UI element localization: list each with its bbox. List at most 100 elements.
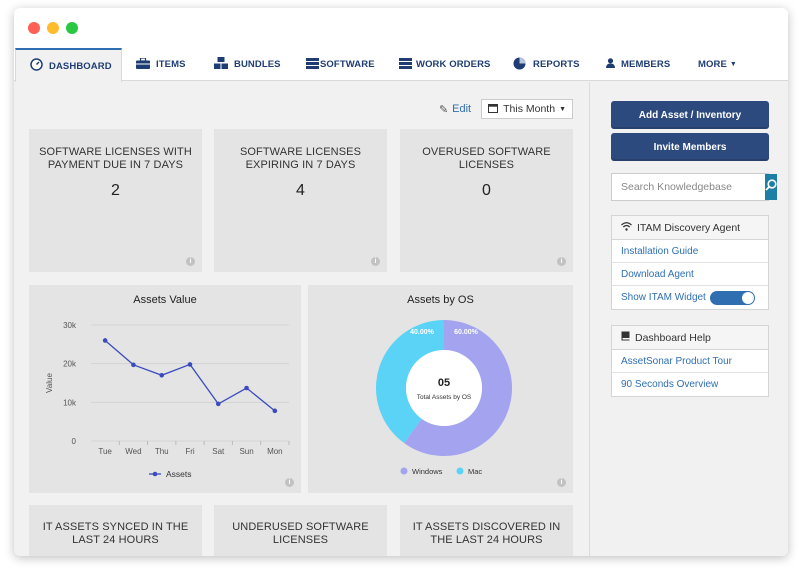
link-label: AssetSonar Product Tour <box>621 355 732 367</box>
card-value: 0 <box>482 182 491 199</box>
data-point <box>244 385 249 391</box>
itam-widget-toggle[interactable] <box>710 291 755 305</box>
panel-header: Dashboard Help <box>612 326 768 350</box>
cubes-icon <box>214 57 228 72</box>
metric-card-expiring[interactable]: SOFTWARE LICENSES EXPIRING IN 7 DAYS 4 i <box>214 129 387 272</box>
itam-agent-panel: ITAM Discovery Agent Installation Guide … <box>611 215 769 310</box>
center-value: 05 <box>438 377 450 389</box>
tab-label: DASHBOARD <box>49 60 112 72</box>
x-tick-label: Mon <box>267 447 283 456</box>
tab-dashboard[interactable]: DASHBOARD <box>15 48 122 82</box>
period-select[interactable]: This Month ▼ <box>481 99 573 119</box>
toggle-label: Show ITAM Widget <box>621 292 706 303</box>
y-axis-label: Value <box>45 373 54 393</box>
slice-label: 40.00% <box>410 329 435 336</box>
title-bar <box>14 8 788 48</box>
data-point <box>102 338 108 343</box>
y-tick-label: 10k <box>63 398 77 407</box>
tab-more[interactable]: MORE ▼ <box>698 48 737 81</box>
tab-label: BUNDLES <box>234 59 281 70</box>
info-icon[interactable]: i <box>285 478 294 487</box>
caret-down-icon: ▼ <box>559 105 566 113</box>
link-label: Download Agent <box>621 268 694 280</box>
series-line-assets <box>104 339 276 412</box>
maximize-window-button[interactable] <box>66 22 78 34</box>
book-icon <box>621 331 630 344</box>
show-itam-widget-row: Show ITAM Widget <box>612 286 768 309</box>
user-icon <box>606 58 615 71</box>
search-input[interactable] <box>612 174 765 200</box>
y-tick-label: 20k <box>63 360 77 369</box>
data-point <box>131 362 136 368</box>
info-icon[interactable]: i <box>371 257 380 266</box>
metric-card-overused[interactable]: OVERUSED SOFTWARE LICENSES 0 i <box>400 129 573 272</box>
metric-card-discovered[interactable]: IT ASSETS DISCOVERED IN THE LAST 24 HOUR… <box>400 505 573 556</box>
pie-chart-icon <box>513 57 526 73</box>
tab-items[interactable]: ITEMS <box>136 48 186 81</box>
dashboard-toolbar: ✎ Edit This Month ▼ <box>439 99 573 119</box>
chart-title: Assets Value <box>133 294 197 306</box>
invite-members-button[interactable]: Invite Members <box>611 133 769 161</box>
edit-label: Edit <box>452 103 472 115</box>
app-window: DASHBOARD ITEMS BUNDLES SOFTWARE WORK OR… <box>14 8 788 556</box>
briefcase-icon <box>136 56 150 72</box>
card-title: IT ASSETS SYNCED IN THE LAST 24 HOURS <box>42 521 189 546</box>
panel-title: Dashboard Help <box>635 331 711 344</box>
search-icon <box>765 178 777 196</box>
overview-video-link[interactable]: 90 Seconds Overview <box>612 373 768 396</box>
link-label: Installation Guide <box>621 245 699 257</box>
tab-members[interactable]: MEMBERS <box>606 48 670 81</box>
period-label: This Month <box>503 103 556 115</box>
search-button[interactable] <box>765 174 777 200</box>
right-sidebar: Add Asset / Inventory Invite Members ITA… <box>589 82 788 556</box>
work-orders-icon <box>399 57 412 72</box>
card-title: OVERUSED SOFTWARE LICENSES <box>422 146 551 171</box>
pie-slice-windows <box>404 320 512 456</box>
tab-bundles[interactable]: BUNDLES <box>214 48 281 81</box>
slice-label: 60.00% <box>454 329 479 336</box>
legend-label: Mac <box>468 467 482 476</box>
assets-by-os-chart: 60.00% 40.00% 05 Total Assets by OS Windows M… <box>376 320 512 476</box>
add-asset-button[interactable]: Add Asset / Inventory <box>611 101 769 129</box>
dashboard-help-panel: Dashboard Help AssetSonar Product Tour 9… <box>611 325 769 397</box>
info-icon[interactable]: i <box>557 478 566 487</box>
card-value: 4 <box>296 182 305 199</box>
dashboard-main: ✎ Edit This Month ▼ SOFTWARE LICENSES WI… <box>14 82 588 556</box>
panel-title: ITAM Discovery Agent <box>637 221 741 234</box>
data-point <box>215 401 221 407</box>
panel-header: ITAM Discovery Agent <box>612 216 768 240</box>
tab-label: WORK ORDERS <box>416 59 491 70</box>
minimize-window-button[interactable] <box>47 22 59 34</box>
tab-work-orders[interactable]: WORK ORDERS <box>399 48 490 81</box>
info-icon[interactable]: i <box>557 257 566 266</box>
metric-card-synced[interactable]: IT ASSETS SYNCED IN THE LAST 24 HOURS <box>29 505 202 556</box>
installation-guide-link[interactable]: Installation Guide <box>612 240 768 263</box>
card-value: 2 <box>111 182 120 199</box>
main-nav: DASHBOARD ITEMS BUNDLES SOFTWARE WORK OR… <box>14 48 788 82</box>
x-tick-label: Thu <box>155 447 169 456</box>
close-window-button[interactable] <box>28 22 40 34</box>
caret-down-icon: ▼ <box>729 61 737 68</box>
pie-slice-mac <box>376 320 444 444</box>
assets-value-chart-card: Assets Value 0 10k 20k 30k Tue Wed Thu Fri Sat Su… <box>29 285 301 493</box>
metric-card-underused[interactable]: UNDERUSED SOFTWARE LICENSES <box>214 505 387 556</box>
info-icon[interactable]: i <box>186 257 195 266</box>
knowledgebase-search <box>611 173 777 201</box>
x-tick-label: Fri <box>185 447 195 456</box>
x-tick-label: Tue <box>98 447 112 456</box>
toggle-knob <box>742 292 754 304</box>
tab-software[interactable]: SOFTWARE <box>306 48 375 81</box>
assets-by-os-chart-card: Assets by OS 60.00% 40.00% 05 Total Assets … <box>308 285 573 493</box>
tab-label: REPORTS <box>533 59 580 70</box>
x-tick-label: Wed <box>125 447 141 456</box>
product-tour-link[interactable]: AssetSonar Product Tour <box>612 350 768 373</box>
y-tick-label: 0 <box>72 437 77 446</box>
x-tick-label: Sun <box>239 447 253 456</box>
legend-marker <box>456 467 464 475</box>
edit-dashboard-link[interactable]: ✎ Edit <box>439 103 471 116</box>
tab-reports[interactable]: REPORTS <box>513 48 580 81</box>
metric-card-payment-due[interactable]: SOFTWARE LICENSES WITH PAYMENT DUE IN 7 … <box>29 129 202 272</box>
download-agent-link[interactable]: Download Agent <box>612 263 768 286</box>
card-title: SOFTWARE LICENSES EXPIRING IN 7 DAYS <box>239 146 362 171</box>
tab-label: SOFTWARE <box>320 59 375 70</box>
